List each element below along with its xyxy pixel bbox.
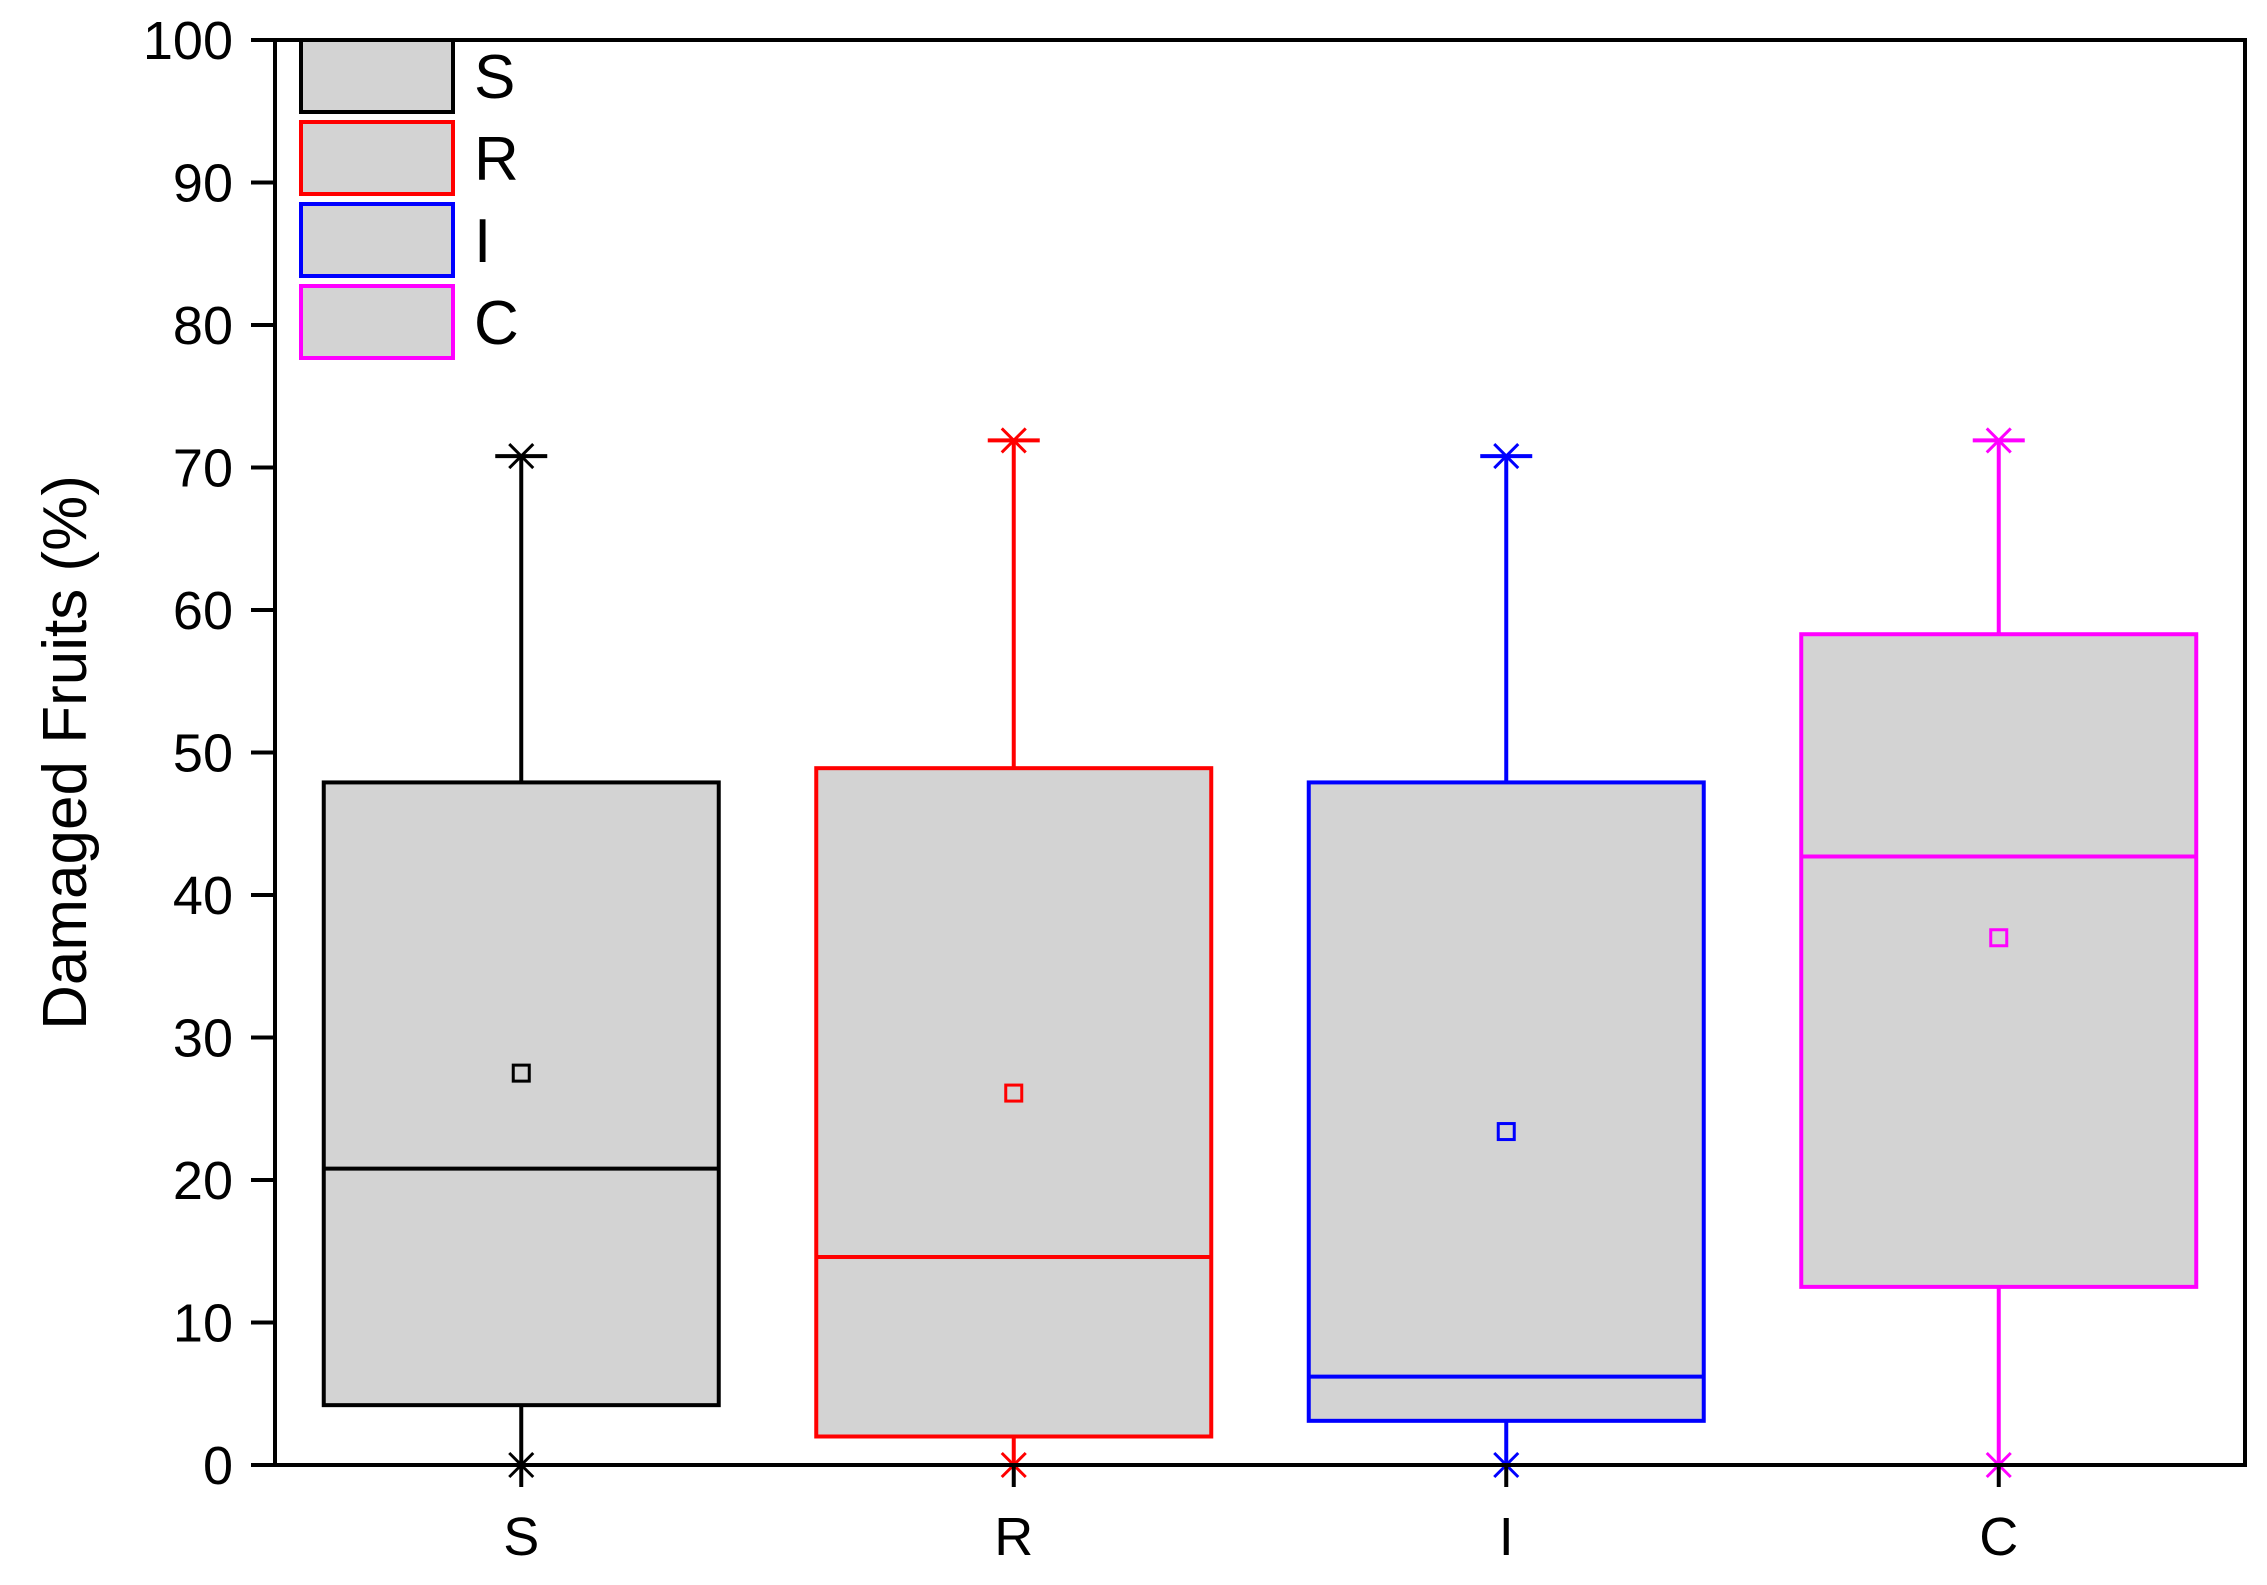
y-tick-label-80: 80 xyxy=(173,296,233,356)
max-marker-S xyxy=(508,443,535,470)
max-marker-R xyxy=(1000,427,1027,454)
y-tick-label-50: 50 xyxy=(173,724,233,784)
boxes-layer xyxy=(321,427,2199,1479)
mean-marker-I xyxy=(1496,1122,1516,1142)
iqr-box-C xyxy=(1799,632,2199,1289)
y-tick-label-70: 70 xyxy=(173,439,233,499)
box-I xyxy=(1306,443,1706,1479)
legend-label-S: S xyxy=(474,43,515,112)
max-marker-C xyxy=(1985,427,2012,454)
box-C xyxy=(1799,427,2199,1479)
y-axis: 0 10 20 30 40 50 60 70 80 90 100 xyxy=(143,11,275,1496)
legend-label-C: C xyxy=(474,289,519,358)
y-tick-label-10: 10 xyxy=(173,1294,233,1354)
y-tick-label-30: 30 xyxy=(173,1009,233,1069)
iqr-box-I xyxy=(1306,780,1706,1423)
x-tick-label-C: C xyxy=(1979,1507,2018,1567)
mean-marker-C xyxy=(1989,928,2009,948)
legend-swatch-S xyxy=(299,38,455,114)
y-tick-label-60: 60 xyxy=(173,581,233,641)
legend-swatch-R xyxy=(299,120,455,196)
max-marker-I xyxy=(1493,443,1520,470)
x-tick-label-S: S xyxy=(503,1507,539,1567)
legend-label-I: I xyxy=(474,207,491,276)
y-tick-label-100: 100 xyxy=(143,11,233,71)
y-tick-label-20: 20 xyxy=(173,1151,233,1211)
legend-swatch-I xyxy=(299,202,455,278)
y-tick-label-90: 90 xyxy=(173,154,233,214)
x-tick-label-R: R xyxy=(994,1507,1033,1567)
box-S xyxy=(321,443,721,1479)
legend-label-R: R xyxy=(474,125,519,194)
y-tick-label-0: 0 xyxy=(203,1436,233,1496)
y-axis-title: Damaged Fruits (%) xyxy=(31,475,100,1030)
x-tick-label-I: I xyxy=(1499,1507,1514,1567)
mean-marker-S xyxy=(511,1063,531,1083)
legend-swatch-C xyxy=(299,284,455,360)
mean-marker-R xyxy=(1004,1083,1024,1103)
y-tick-label-40: 40 xyxy=(173,866,233,926)
iqr-box-S xyxy=(321,780,721,1408)
box-R xyxy=(814,427,1214,1479)
